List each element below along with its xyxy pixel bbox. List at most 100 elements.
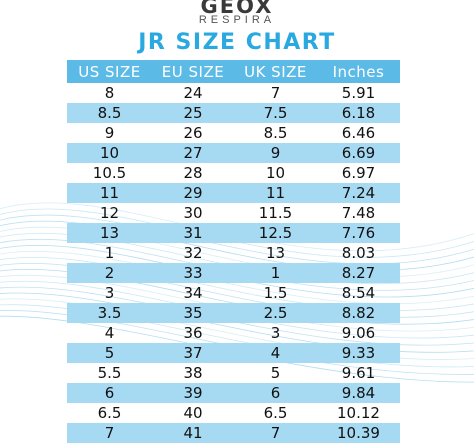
wave-line: [0, 232, 474, 285]
wave-line: [0, 226, 474, 278]
cell-inches: 8.27: [317, 263, 400, 283]
cell-uk-size: 13: [265, 244, 286, 262]
cell-us-size: 4: [104, 324, 115, 342]
wave-line: [0, 257, 474, 311]
cell-uk-size: 1: [234, 263, 317, 283]
cell-us-size: 8: [104, 84, 115, 102]
cell-uk-size: 2.5: [234, 303, 317, 323]
cell-uk-size: 7.5: [234, 103, 317, 123]
cell-us-size: 3: [104, 284, 115, 302]
wave-line: [0, 304, 474, 368]
cell-inches: 9.61: [341, 364, 376, 382]
table-row: 10.5 28 10 6.97: [67, 163, 400, 183]
cell-eu-size: 29: [152, 183, 234, 203]
cell-eu-size: 32: [183, 244, 203, 262]
cell-eu-size: 26: [183, 124, 203, 142]
cell-inches: 10.12: [337, 404, 380, 422]
table-header-row: US SIZE EU SIZE UK SIZE Inches: [67, 60, 400, 83]
cell-us-size: 8.5: [67, 103, 152, 123]
cell-uk-size: 5: [270, 364, 281, 382]
cell-eu-size: 41: [152, 423, 234, 443]
cell-inches: 9.33: [317, 343, 400, 363]
cell-inches: 7.76: [317, 223, 400, 243]
cell-us-size: 7: [67, 423, 152, 443]
cell-inches: 6.46: [341, 124, 376, 142]
page-title: JR SIZE CHART: [138, 30, 336, 55]
cell-eu-size: 27: [152, 143, 234, 163]
column-header-eu-size: EU SIZE: [152, 60, 234, 83]
cell-inches: 8.82: [317, 303, 400, 323]
table-row: 6 39 6 9.84: [67, 383, 400, 403]
cell-eu-size: 38: [183, 364, 203, 382]
cell-us-size: 6.5: [97, 404, 122, 422]
table-row: 1 32 13 8.03: [67, 243, 400, 263]
cell-us-size: 9: [104, 124, 115, 142]
cell-uk-size: 1.5: [263, 284, 288, 302]
cell-inches: 6.97: [341, 164, 376, 182]
cell-us-size: 13: [67, 223, 152, 243]
cell-us-size: 12: [99, 204, 120, 222]
column-header-uk-size: UK SIZE: [234, 60, 317, 83]
cell-eu-size: 24: [183, 84, 203, 102]
cell-uk-size: 6: [234, 383, 317, 403]
cell-uk-size: 3: [270, 324, 281, 342]
cell-inches: 8.54: [341, 284, 376, 302]
brand-subtitle: RESPIRA: [198, 14, 276, 26]
cell-eu-size: 33: [152, 263, 234, 283]
table-row: 8 24 7 5.91: [67, 83, 400, 103]
cell-uk-size: 4: [234, 343, 317, 363]
cell-inches: 7.48: [341, 204, 376, 222]
column-header-inches: Inches: [317, 60, 400, 83]
cell-inches: 8.03: [341, 244, 376, 262]
column-header-us-size: US SIZE: [67, 60, 152, 83]
size-chart-table: US SIZE EU SIZE UK SIZE Inches 8 24 7 5.91 8…: [67, 60, 400, 443]
cell-us-size: 1: [104, 244, 115, 262]
cell-eu-size: 37: [152, 343, 234, 363]
wave-line: [0, 310, 474, 375]
cell-eu-size: 25: [152, 103, 234, 123]
brand-logo: GEOX RESPIRA: [0, 0, 474, 26]
cell-eu-size: 28: [183, 164, 203, 182]
cell-inches: 5.91: [341, 84, 376, 102]
cell-inches: 9.06: [341, 324, 376, 342]
wave-line: [0, 263, 474, 318]
cell-uk-size: 7: [270, 84, 281, 102]
cell-us-size: 3.5: [67, 303, 152, 323]
cell-inches: 10.39: [317, 423, 400, 443]
table-row: 11 29 11 7.24: [67, 183, 400, 203]
cell-inches: 9.84: [317, 383, 400, 403]
wave-line: [0, 214, 474, 265]
table-row: 7 41 7 10.39: [67, 423, 400, 443]
table-row: 5 37 4 9.33: [67, 343, 400, 363]
table-row: 8.5 25 7.5 6.18: [67, 103, 400, 123]
cell-us-size: 2: [67, 263, 152, 283]
cell-eu-size: 30: [183, 204, 203, 222]
cell-uk-size: 7: [234, 423, 317, 443]
cell-uk-size: 6.5: [263, 404, 288, 422]
cell-inches: 6.18: [317, 103, 400, 123]
wave-line: [0, 220, 474, 271]
wave-line: [0, 298, 474, 360]
cell-eu-size: 39: [152, 383, 234, 403]
cell-uk-size: 10: [265, 164, 286, 182]
cell-eu-size: 36: [183, 324, 203, 342]
cell-uk-size: 8.5: [263, 124, 288, 142]
table-row: 12 30 11.5 7.48: [67, 203, 400, 223]
cell-eu-size: 31: [152, 223, 234, 243]
cell-eu-size: 34: [183, 284, 203, 302]
cell-inches: 7.24: [317, 183, 400, 203]
table-row: 10 27 9 6.69: [67, 143, 400, 163]
cell-eu-size: 35: [152, 303, 234, 323]
cell-us-size: 5: [67, 343, 152, 363]
cell-us-size: 10.5: [92, 164, 127, 182]
cell-uk-size: 9: [234, 143, 317, 163]
cell-us-size: 10: [67, 143, 152, 163]
cell-us-size: 5.5: [97, 364, 122, 382]
cell-us-size: 11: [67, 183, 152, 203]
table-row: 9 26 8.5 6.46: [67, 123, 400, 143]
cell-us-size: 6: [67, 383, 152, 403]
cell-uk-size: 12.5: [234, 223, 317, 243]
wave-line: [0, 268, 474, 325]
wave-line: [0, 292, 474, 353]
cell-inches: 6.69: [317, 143, 400, 163]
